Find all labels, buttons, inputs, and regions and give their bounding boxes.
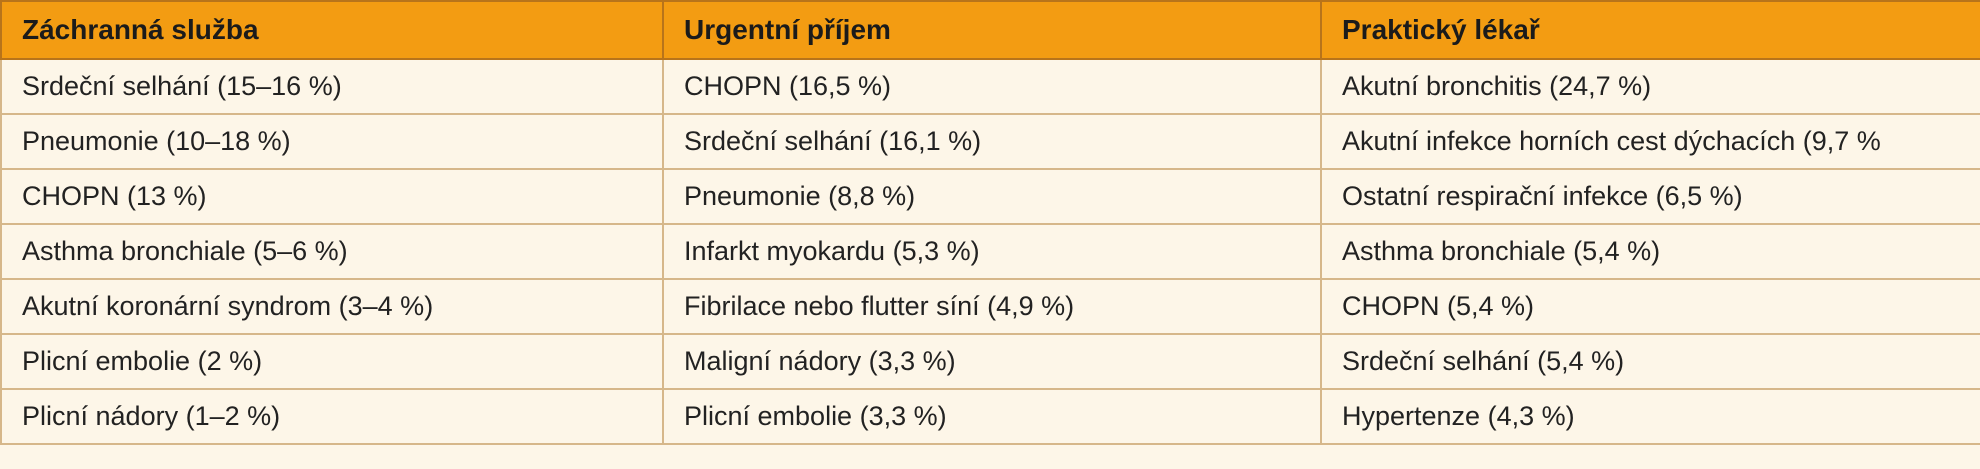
table-row: Plicní embolie (2 %) Maligní nádory (3,3… — [0, 333, 1980, 390]
table-cell: Plicní embolie (3,3 %) — [662, 388, 1322, 445]
table-row: Pneumonie (10–18 %) Srdeční selhání (16,… — [0, 113, 1980, 170]
table-cell: Asthma bronchiale (5–6 %) — [0, 223, 664, 280]
table-cell: Akutní bronchitis (24,7 %) — [1320, 58, 1980, 115]
table-cell: Infarkt myokardu (5,3 %) — [662, 223, 1322, 280]
table-cell: Pneumonie (10–18 %) — [0, 113, 664, 170]
column-header-urgentni-prijem: Urgentní příjem — [662, 0, 1322, 60]
table-cell: CHOPN (13 %) — [0, 168, 664, 225]
table-row: Akutní koronární syndrom (3–4 %) Fibrila… — [0, 278, 1980, 335]
diagnosis-table: Záchranná služba Urgentní příjem Praktic… — [0, 0, 1980, 445]
column-header-zachranna-sluzba: Záchranná služba — [0, 0, 664, 60]
table-cell: Plicní embolie (2 %) — [0, 333, 664, 390]
table-cell: Srdeční selhání (16,1 %) — [662, 113, 1322, 170]
table-cell: Akutní infekce horních cest dýchacích (9… — [1320, 113, 1980, 170]
table-cell: Srdeční selhání (5,4 %) — [1320, 333, 1980, 390]
table-cell: Asthma bronchiale (5,4 %) — [1320, 223, 1980, 280]
table-header-row: Záchranná služba Urgentní příjem Praktic… — [0, 0, 1980, 60]
table-cell: Akutní koronární syndrom (3–4 %) — [0, 278, 664, 335]
table-cell: Fibrilace nebo flutter síní (4,9 %) — [662, 278, 1322, 335]
table-cell: Hypertenze (4,3 %) — [1320, 388, 1980, 445]
table-row: Asthma bronchiale (5–6 %) Infarkt myokar… — [0, 223, 1980, 280]
table-cell: Plicní nádory (1–2 %) — [0, 388, 664, 445]
column-header-prakticky-lekar: Praktický lékař — [1320, 0, 1980, 60]
table-cell: Pneumonie (8,8 %) — [662, 168, 1322, 225]
table-cell: Maligní nádory (3,3 %) — [662, 333, 1322, 390]
table-cell: CHOPN (5,4 %) — [1320, 278, 1980, 335]
table-row: Plicní nádory (1–2 %) Plicní embolie (3,… — [0, 388, 1980, 445]
table-cell: Ostatní respirační infekce (6,5 %) — [1320, 168, 1980, 225]
table-row: Srdeční selhání (15–16 %) CHOPN (16,5 %)… — [0, 58, 1980, 115]
table-cell: Srdeční selhání (15–16 %) — [0, 58, 664, 115]
table-cell: CHOPN (16,5 %) — [662, 58, 1322, 115]
table-row: CHOPN (13 %) Pneumonie (8,8 %) Ostatní r… — [0, 168, 1980, 225]
